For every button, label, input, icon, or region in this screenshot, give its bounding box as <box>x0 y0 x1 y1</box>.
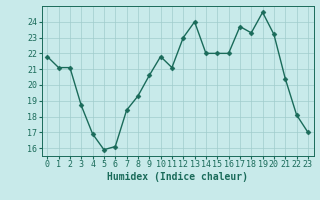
X-axis label: Humidex (Indice chaleur): Humidex (Indice chaleur) <box>107 172 248 182</box>
